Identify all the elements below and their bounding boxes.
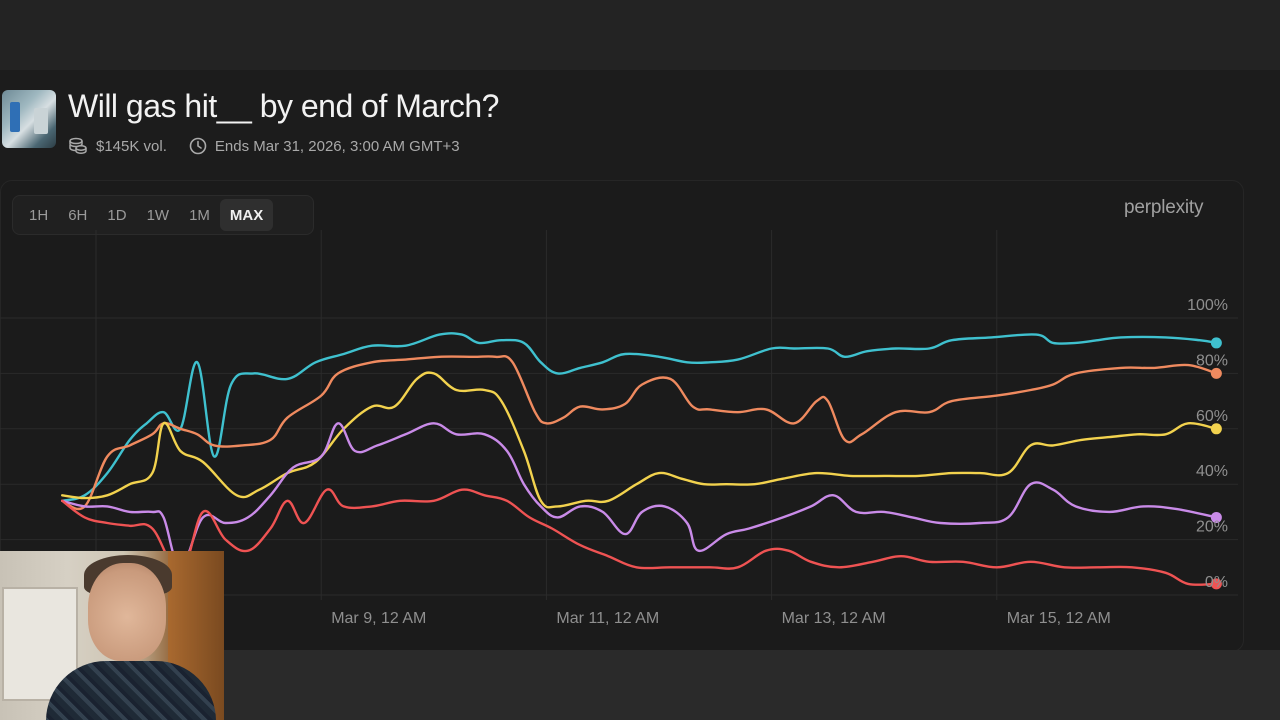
x-tick-label: Mar 15, 12 AM <box>1007 610 1111 627</box>
gas-pump-image <box>10 102 20 132</box>
tab-1h[interactable]: 1H <box>29 206 49 224</box>
market-title: Will gas hit__ by end of March? <box>68 88 499 124</box>
y-tick-label: 100% <box>1187 297 1228 314</box>
perplexity-logo: perplexity <box>1124 197 1204 218</box>
y-tick-label: 60% <box>1196 408 1228 425</box>
series-line-red[interactable] <box>61 488 1218 586</box>
y-tick-label: 0% <box>1205 574 1228 591</box>
series-line-cyan[interactable] <box>61 332 1218 502</box>
gas-pump-image-secondary <box>34 108 48 134</box>
series-endpoint-red[interactable] <box>1210 578 1222 590</box>
tab-1m[interactable]: 1M <box>189 206 210 224</box>
series-endpoint-orange[interactable] <box>1210 367 1222 379</box>
x-tick-label: Mar 9, 12 AM <box>331 610 426 627</box>
clock-icon <box>189 137 207 155</box>
series-line-purple[interactable] <box>61 422 1218 569</box>
tab-max[interactable]: MAX <box>219 199 274 231</box>
series-line-yellow[interactable] <box>61 371 1218 509</box>
time-range-tabs: 1H 6H 1D 1W 1M MAX <box>12 195 314 235</box>
market-thumbnail[interactable] <box>2 90 56 148</box>
series-endpoint-purple[interactable] <box>1210 511 1222 523</box>
series-line-orange[interactable] <box>61 354 1218 511</box>
tab-1w[interactable]: 1W <box>146 206 170 224</box>
y-tick-label: 40% <box>1196 463 1228 480</box>
series-endpoint-yellow[interactable] <box>1210 423 1222 435</box>
presenter-shirt <box>46 661 216 720</box>
x-tick-label: Mar 13, 12 AM <box>782 610 886 627</box>
presenter-face <box>88 563 166 661</box>
tab-1d[interactable]: 1D <box>107 206 127 224</box>
browser-top-bar <box>0 0 1280 70</box>
series-endpoint-cyan[interactable] <box>1210 337 1222 349</box>
end-date-text: Ends Mar 31, 2026, 3:00 AM GMT+3 <box>214 137 460 155</box>
coins-stack-icon <box>68 137 88 155</box>
y-tick-label: 80% <box>1196 352 1228 369</box>
webcam-overlay <box>0 551 224 720</box>
x-tick-label: Mar 11, 12 AM <box>556 610 659 627</box>
y-tick-label: 20% <box>1196 519 1228 536</box>
tab-6h[interactable]: 6H <box>68 206 88 224</box>
market-meta: $145K vol. Ends Mar 31, 2026, 3:00 AM GM… <box>68 136 460 156</box>
whiteboard <box>2 587 78 701</box>
volume-text: $145K vol. <box>96 137 167 155</box>
